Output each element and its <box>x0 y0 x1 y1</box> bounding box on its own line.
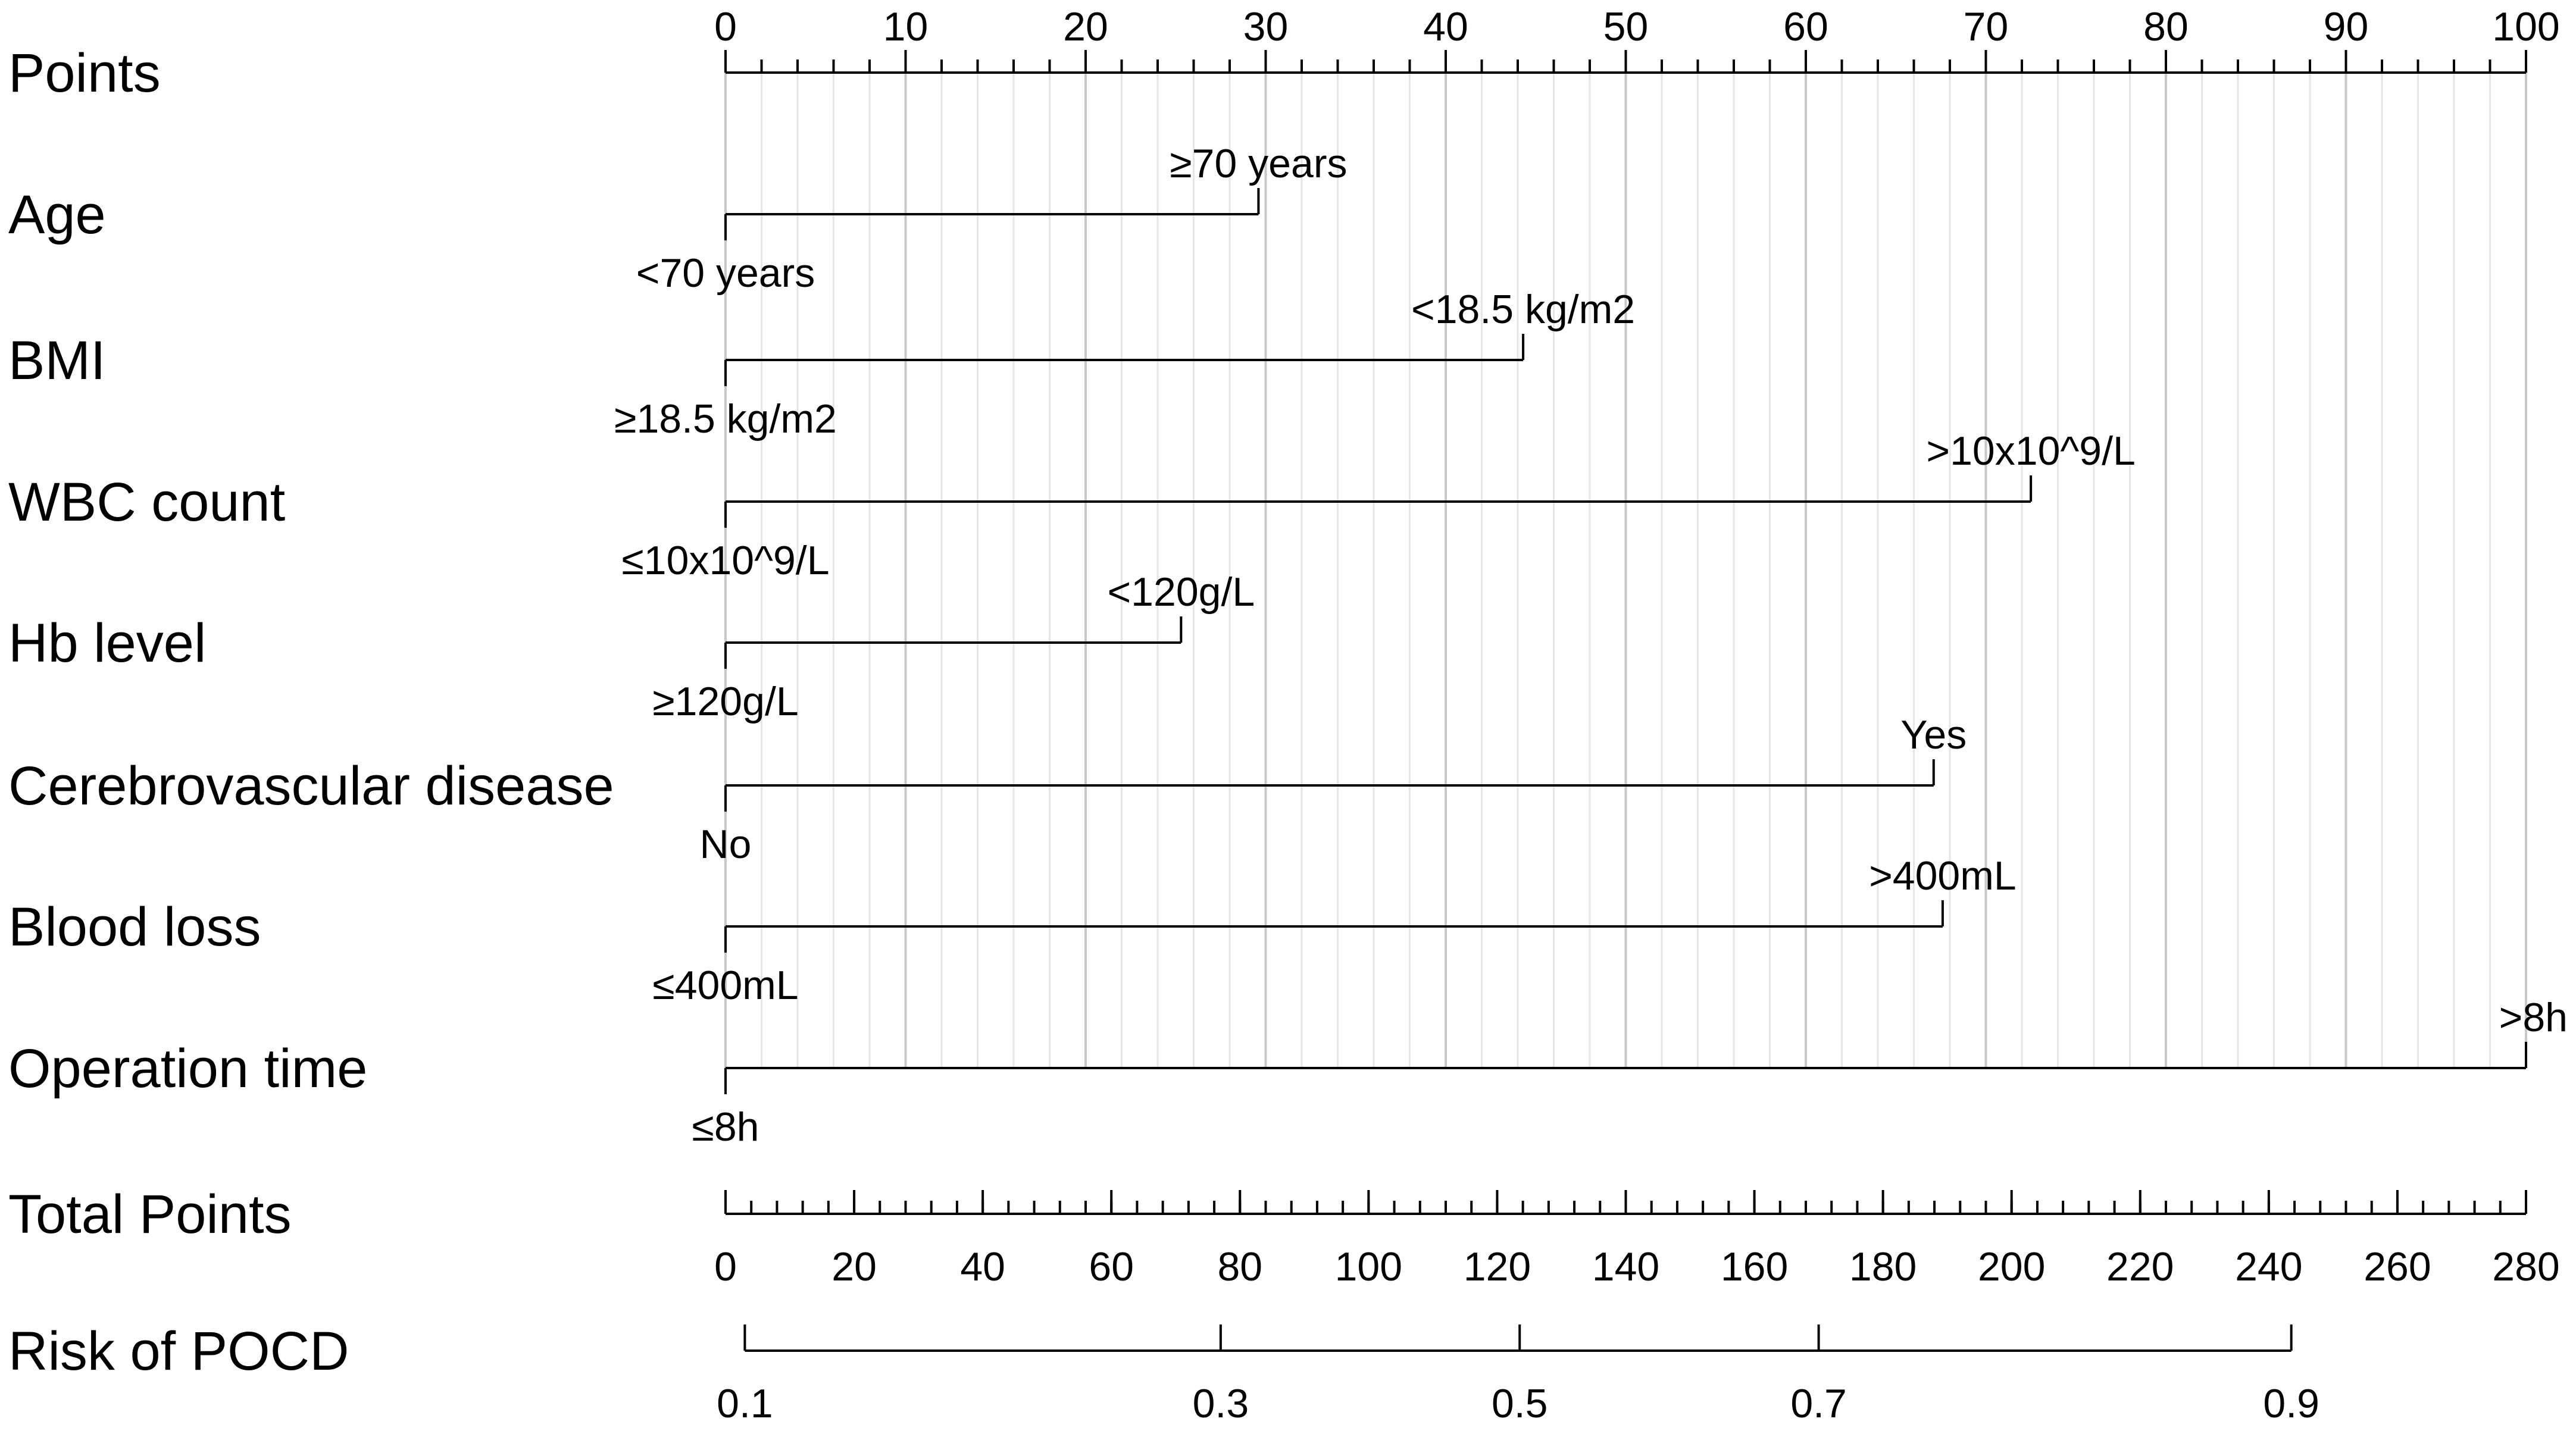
points-axis-tick-label: 60 <box>1783 4 1828 49</box>
predictor-level-label: <18.5 kg/m2 <box>1411 287 1635 332</box>
row-label-predictor: BMI <box>8 330 106 391</box>
predictor-level-label: <120g/L <box>1107 569 1255 615</box>
predictor-level-label: >400mL <box>1869 853 2017 898</box>
total-points-tick-label: 180 <box>1849 1244 1917 1289</box>
total-points-tick-label: 20 <box>831 1244 877 1289</box>
total-points-tick-label: 80 <box>1217 1244 1262 1289</box>
predictor-level-label: ≤10x10^9/L <box>621 538 829 583</box>
total-points-tick-label: 140 <box>1592 1244 1659 1289</box>
total-points-tick-label: 120 <box>1464 1244 1531 1289</box>
points-axis-tick-label: 30 <box>1243 4 1289 49</box>
grid-layer <box>724 73 2527 1068</box>
axes-layer <box>724 50 2527 1352</box>
points-axis-tick-label: 100 <box>2492 4 2559 49</box>
total-points-tick-label: 240 <box>2235 1244 2302 1289</box>
row-label-predictor: Hb level <box>8 613 206 674</box>
points-axis-tick-label: 50 <box>1603 4 1649 49</box>
predictor-level-label: Yes <box>1900 712 1967 757</box>
risk-axis-tick-label: 0.7 <box>1790 1381 1847 1426</box>
predictor-level-label: <70 years <box>636 250 815 296</box>
predictor-level-label: >10x10^9/L <box>1926 428 2135 474</box>
predictor-level-label: ≥18.5 kg/m2 <box>614 396 837 441</box>
points-axis-tick-label: 70 <box>1964 4 2009 49</box>
row-label-predictor: Age <box>8 184 106 245</box>
total-points-tick-label: 280 <box>2492 1244 2559 1289</box>
total-points-tick-label: 100 <box>1335 1244 1402 1289</box>
row-label-total-points: Total Points <box>8 1184 292 1245</box>
total-points-tick-label: 0 <box>714 1244 737 1289</box>
total-points-tick-label: 60 <box>1089 1244 1134 1289</box>
points-axis-tick-label: 80 <box>2143 4 2189 49</box>
points-axis-tick-label: 20 <box>1063 4 1108 49</box>
total-points-tick-label: 160 <box>1721 1244 1788 1289</box>
risk-axis-tick-label: 0.1 <box>717 1381 773 1426</box>
risk-axis-tick-label: 0.5 <box>1492 1381 1548 1426</box>
points-axis-tick-label: 90 <box>2324 4 2369 49</box>
predictor-level-label: >8h <box>2499 995 2568 1040</box>
row-label-predictor: WBC count <box>8 472 285 533</box>
total-points-tick-label: 220 <box>2106 1244 2174 1289</box>
predictor-level-label: ≥120g/L <box>652 679 798 724</box>
predictor-bars-layer <box>724 188 2527 1094</box>
labels-layer: Points 0 10 20 30 40 50 60 70 80 90 100 Age <70 years… <box>8 4 2568 1426</box>
row-label-points: Points <box>8 43 161 104</box>
predictor-level-label: ≥70 years <box>1170 141 1347 186</box>
row-label-predictor: Blood loss <box>8 897 261 957</box>
total-points-tick-label: 200 <box>1978 1244 2045 1289</box>
points-axis-tick-label: 10 <box>883 4 929 49</box>
predictor-level-label: ≤8h <box>692 1104 759 1150</box>
row-label-predictor: Operation time <box>8 1038 367 1099</box>
predictor-level-label: No <box>700 822 752 867</box>
predictor-level-label: ≤400mL <box>652 963 798 1008</box>
total-points-tick-label: 40 <box>960 1244 1005 1289</box>
row-label-risk: Risk of POCD <box>8 1321 349 1382</box>
row-label-predictor: Cerebrovascular disease <box>8 756 614 816</box>
total-points-tick-label: 260 <box>2364 1244 2431 1289</box>
risk-axis-tick-label: 0.3 <box>1193 1381 1249 1426</box>
points-axis-tick-label: 40 <box>1423 4 1468 49</box>
risk-axis-tick-label: 0.9 <box>2263 1381 2319 1426</box>
points-axis-tick-label: 0 <box>714 4 737 49</box>
